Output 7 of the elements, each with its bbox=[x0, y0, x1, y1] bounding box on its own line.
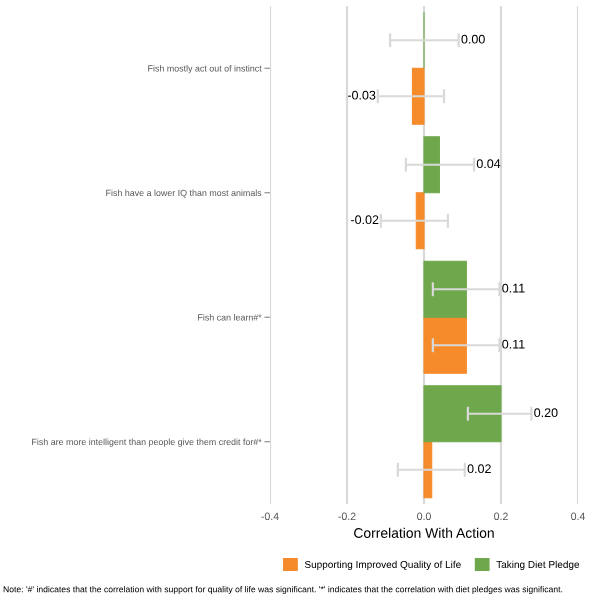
bar bbox=[423, 316, 467, 374]
bar bbox=[423, 441, 433, 499]
bar bbox=[423, 385, 502, 443]
bar bbox=[415, 192, 425, 250]
bar bbox=[411, 67, 425, 125]
bar bbox=[423, 136, 440, 194]
bar bbox=[423, 260, 467, 318]
